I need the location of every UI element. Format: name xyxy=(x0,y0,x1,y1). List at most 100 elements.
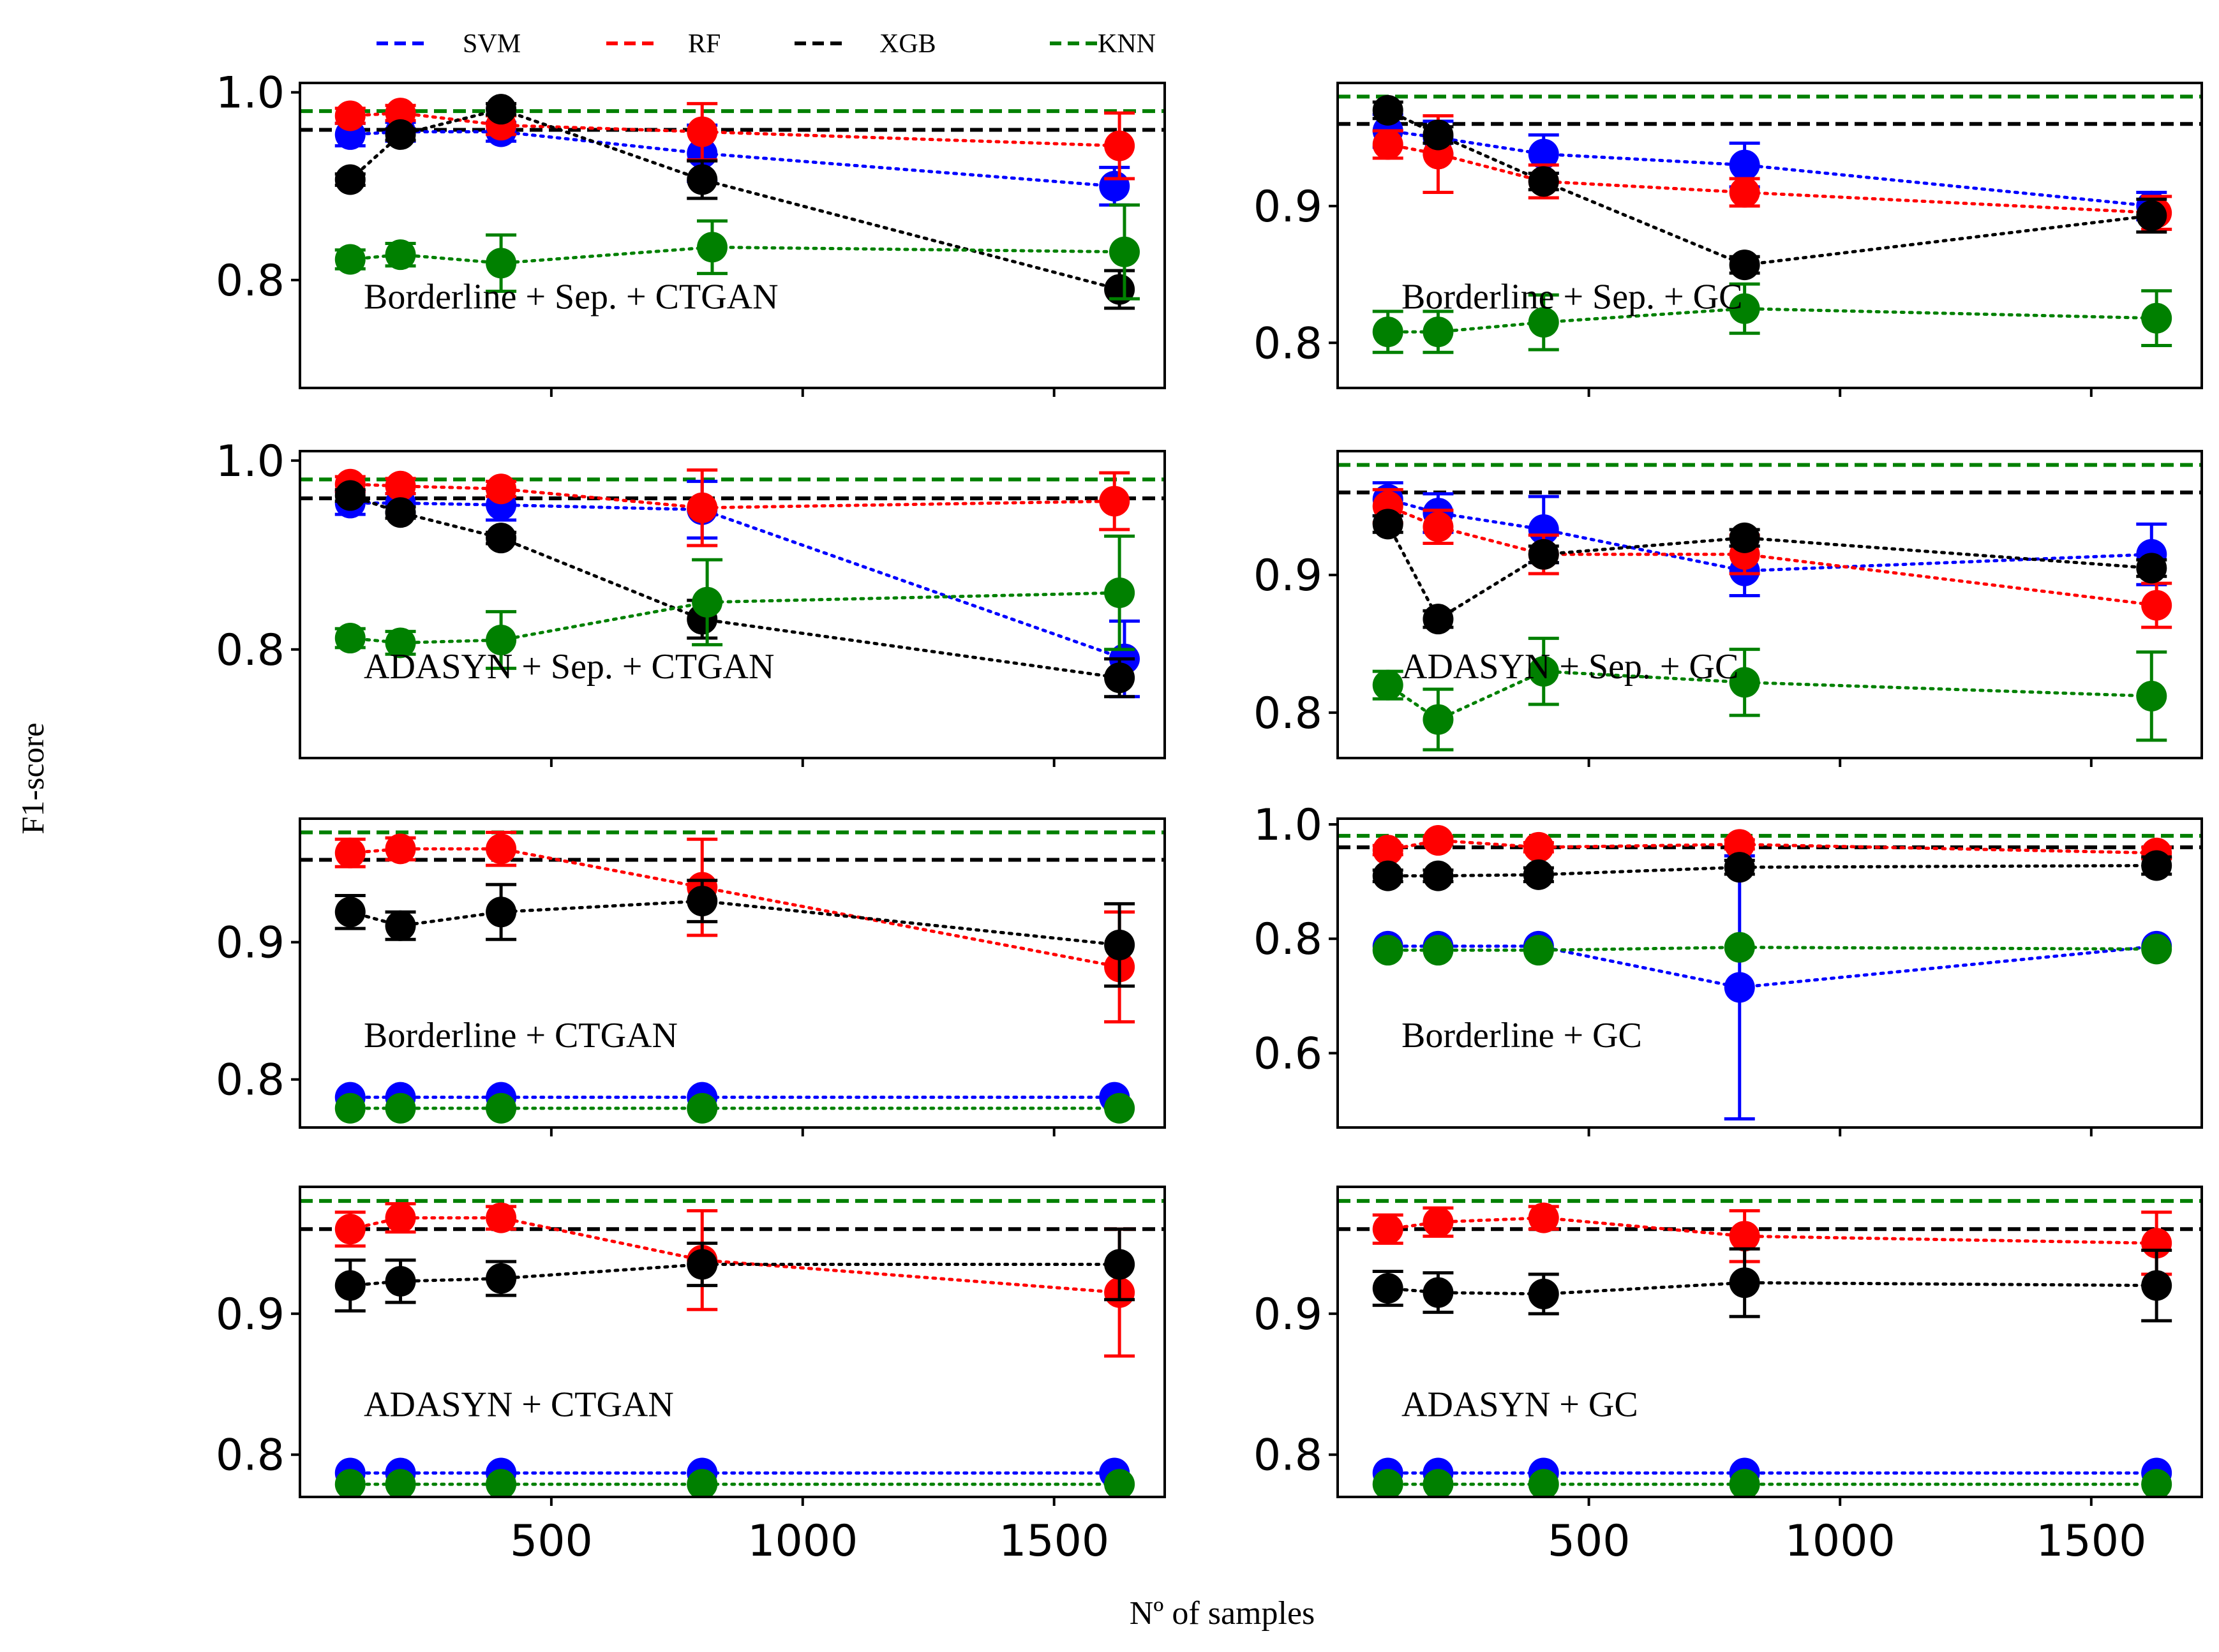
ytick-label: 1.0 xyxy=(216,436,285,487)
ytick-label: 0.9 xyxy=(216,1290,285,1340)
point-knn xyxy=(687,1469,718,1497)
point-knn xyxy=(385,1092,416,1124)
point-rf xyxy=(1729,1221,1760,1252)
ytick-label: 0.8 xyxy=(216,256,285,306)
point-knn xyxy=(692,586,723,618)
ytick-label: 0.8 xyxy=(1253,688,1322,739)
legend-rf-label: RF xyxy=(688,29,721,59)
point-rf xyxy=(2141,590,2172,621)
point-xgb xyxy=(1104,1249,1135,1280)
ytick-label: 0.9 xyxy=(1253,1290,1322,1340)
series-line-xgb xyxy=(1386,1281,2158,1296)
axes-frame xyxy=(1336,817,2203,1129)
point-knn xyxy=(2141,1469,2172,1497)
point-xgb xyxy=(334,1270,366,1301)
point-xgb xyxy=(1528,1278,1559,1309)
panel-4: 0.8 0.9 ADASYN + Sep. + GC xyxy=(1253,450,2203,767)
point-knn xyxy=(334,244,366,275)
point-xgb xyxy=(1372,509,1403,540)
point-knn xyxy=(1729,293,1760,324)
point-knn xyxy=(334,623,366,654)
panel-8: 0.8 0.9 500 1000 1500 ADASYN + GC xyxy=(1253,1186,2203,1566)
axes-frame xyxy=(1336,450,2203,759)
point-svm xyxy=(1099,170,1130,202)
ytick-label: 0.6 xyxy=(1253,1029,1322,1079)
point-rf xyxy=(486,833,517,865)
legend-xgb-label: XGB xyxy=(879,29,936,59)
ytick-label: 0.8 xyxy=(1253,914,1322,965)
point-xgb xyxy=(1528,166,1559,197)
plot-area xyxy=(1338,463,2202,752)
ytick-label: 0.9 xyxy=(1253,182,1322,232)
series-line-xgb xyxy=(1386,108,2153,267)
point-knn xyxy=(486,625,517,655)
point-knn xyxy=(1528,307,1559,338)
plot-area xyxy=(300,830,1165,1124)
point-rf xyxy=(486,1202,517,1233)
ytick-label: 0.9 xyxy=(1253,551,1322,601)
panel-annotation: Borderline + Sep. + CTGAN xyxy=(364,278,779,317)
point-rf xyxy=(385,1202,416,1233)
ytick-label: 1.0 xyxy=(216,68,285,119)
plot-area xyxy=(300,94,1165,310)
xtick-label: 1500 xyxy=(999,1516,1109,1566)
panel-annotation: Borderline + Sep. + GC xyxy=(1401,278,1742,317)
series-line-xgb xyxy=(348,899,1121,947)
point-xgb xyxy=(486,897,517,928)
axes-frame xyxy=(1336,82,2203,389)
point-rf xyxy=(1423,1207,1454,1238)
point-rf xyxy=(385,470,416,502)
point-knn xyxy=(486,248,517,279)
point-xgb xyxy=(687,886,718,917)
ytick-label: 0.8 xyxy=(1253,318,1322,369)
point-xgb xyxy=(1104,274,1135,305)
ytick-label: 0.8 xyxy=(216,1055,285,1106)
point-xgb xyxy=(334,480,366,511)
point-xgb xyxy=(385,910,416,941)
panel-3: 0.8 1.0 ADASYN + Sep. + CTGAN xyxy=(216,436,1166,767)
xtick-label: 1000 xyxy=(747,1516,858,1566)
axes-frame xyxy=(1336,1186,2203,1498)
point-xgb xyxy=(2141,850,2172,881)
point-knn xyxy=(1729,667,1760,698)
point-knn xyxy=(1724,932,1755,963)
point-xgb xyxy=(486,1263,517,1294)
point-xgb xyxy=(385,497,416,528)
panels: 0.8 1.0 Borderline + Sep. + CTGAN 0.8 0.9 Bor… xyxy=(216,68,2203,1566)
point-xgb xyxy=(1729,522,1760,553)
panel-annotation: ADASYN + GC xyxy=(1401,1385,1638,1425)
point-rf xyxy=(1523,831,1554,863)
point-rf xyxy=(334,100,366,131)
point-knn xyxy=(486,1092,517,1124)
point-knn xyxy=(486,1469,517,1497)
panel-annotation: ADASYN + Sep. + CTGAN xyxy=(364,647,774,687)
point-xgb xyxy=(1423,119,1454,151)
point-xgb xyxy=(486,94,517,125)
panel-annotation: ADASYN + CTGAN xyxy=(364,1385,674,1425)
panel-2: 0.8 0.9 Borderline + Sep. + GC xyxy=(1253,82,2203,397)
legend-knn-label: KNN xyxy=(1098,29,1156,59)
point-xgb xyxy=(1423,604,1454,635)
point-xgb xyxy=(385,119,416,150)
point-rf xyxy=(486,473,517,505)
point-svm xyxy=(1729,149,1760,181)
point-rf xyxy=(1423,825,1454,856)
point-rf xyxy=(1104,130,1135,161)
point-xgb xyxy=(2136,553,2167,584)
point-rf xyxy=(1724,829,1755,860)
point-rf xyxy=(334,1214,366,1245)
point-knn xyxy=(385,239,416,271)
figure-xlabel: Nº of samples xyxy=(1130,1595,1315,1632)
point-knn xyxy=(1423,704,1454,735)
ytick-label: 0.8 xyxy=(216,1431,285,1481)
point-xgb xyxy=(1523,859,1554,890)
point-xgb xyxy=(2136,200,2167,231)
point-knn xyxy=(1528,1469,1559,1497)
point-rf xyxy=(1729,177,1760,208)
point-rf xyxy=(1423,511,1454,542)
point-knn xyxy=(1104,1092,1135,1124)
point-knn xyxy=(696,232,728,263)
point-xgb xyxy=(334,897,366,928)
